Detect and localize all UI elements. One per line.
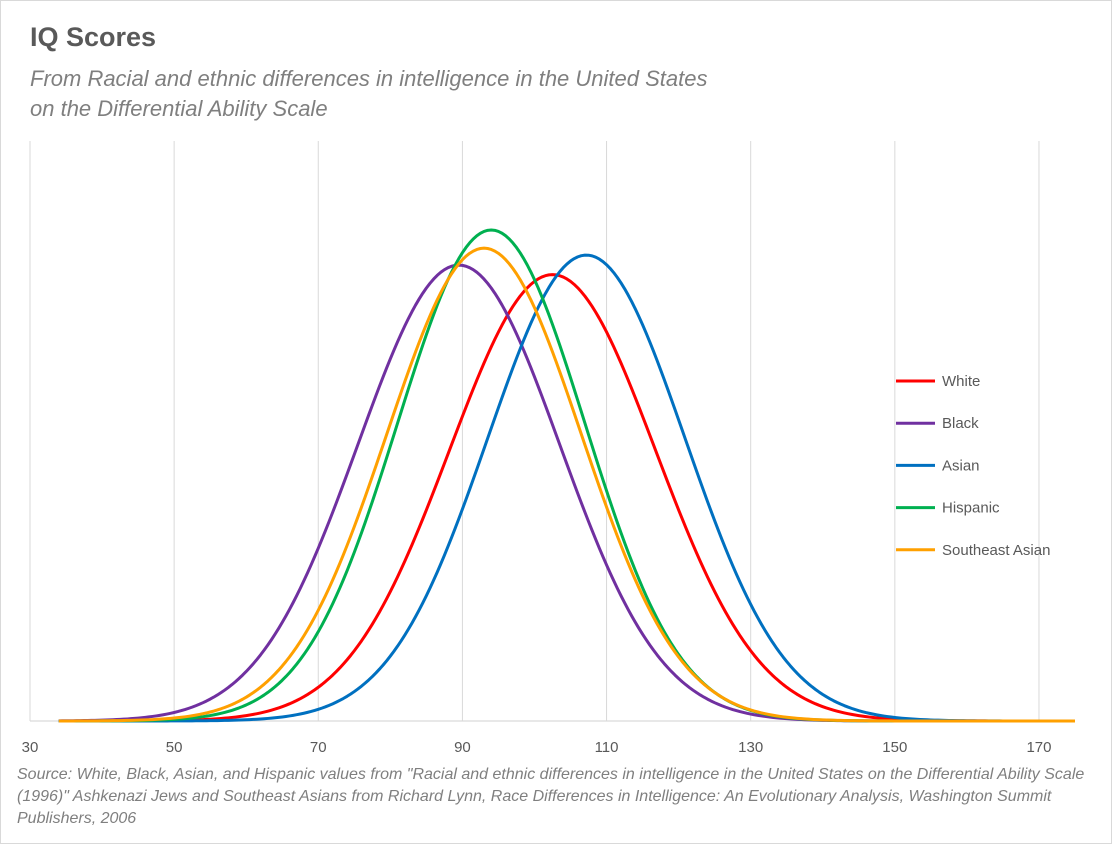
x-tick-label: 70: [310, 739, 327, 756]
series-line-asian: [58, 253, 1075, 723]
series-line-black: [58, 263, 1075, 723]
x-tick-label: 30: [22, 739, 39, 756]
legend-label-hispanic: Hispanic: [942, 500, 1000, 517]
legend-label-black: Black: [942, 415, 979, 432]
gridlines: [29, 141, 1040, 721]
chart-title: IQ Scores: [30, 22, 157, 52]
legend-label-southeast-asian: Southeast Asian: [942, 542, 1050, 559]
legend-label-asian: Asian: [942, 457, 980, 474]
series-line-white: [58, 273, 1075, 723]
x-tick-label: 110: [595, 739, 619, 756]
x-tick-label: 90: [454, 739, 471, 756]
x-tick-label: 170: [1026, 739, 1051, 756]
legend-label-white: White: [942, 373, 980, 390]
chart-subtitle: From Racial and ethnic differences in in…: [30, 66, 708, 121]
series-line-southeast-asian: [58, 246, 1075, 723]
legend: White Black Asian Hispanic Southeast Asian: [896, 373, 1050, 559]
x-tick-label: 130: [738, 739, 763, 756]
series-lines: [58, 228, 1075, 723]
source-note: Source: White, Black, Asian, and Hispani…: [17, 766, 1085, 827]
x-tick-label: 150: [882, 739, 907, 756]
series-line-hispanic: [58, 228, 1075, 723]
x-tick-labels: 30 50 70 90 110 130 150 170: [22, 739, 1052, 756]
x-tick-label: 50: [166, 739, 183, 756]
